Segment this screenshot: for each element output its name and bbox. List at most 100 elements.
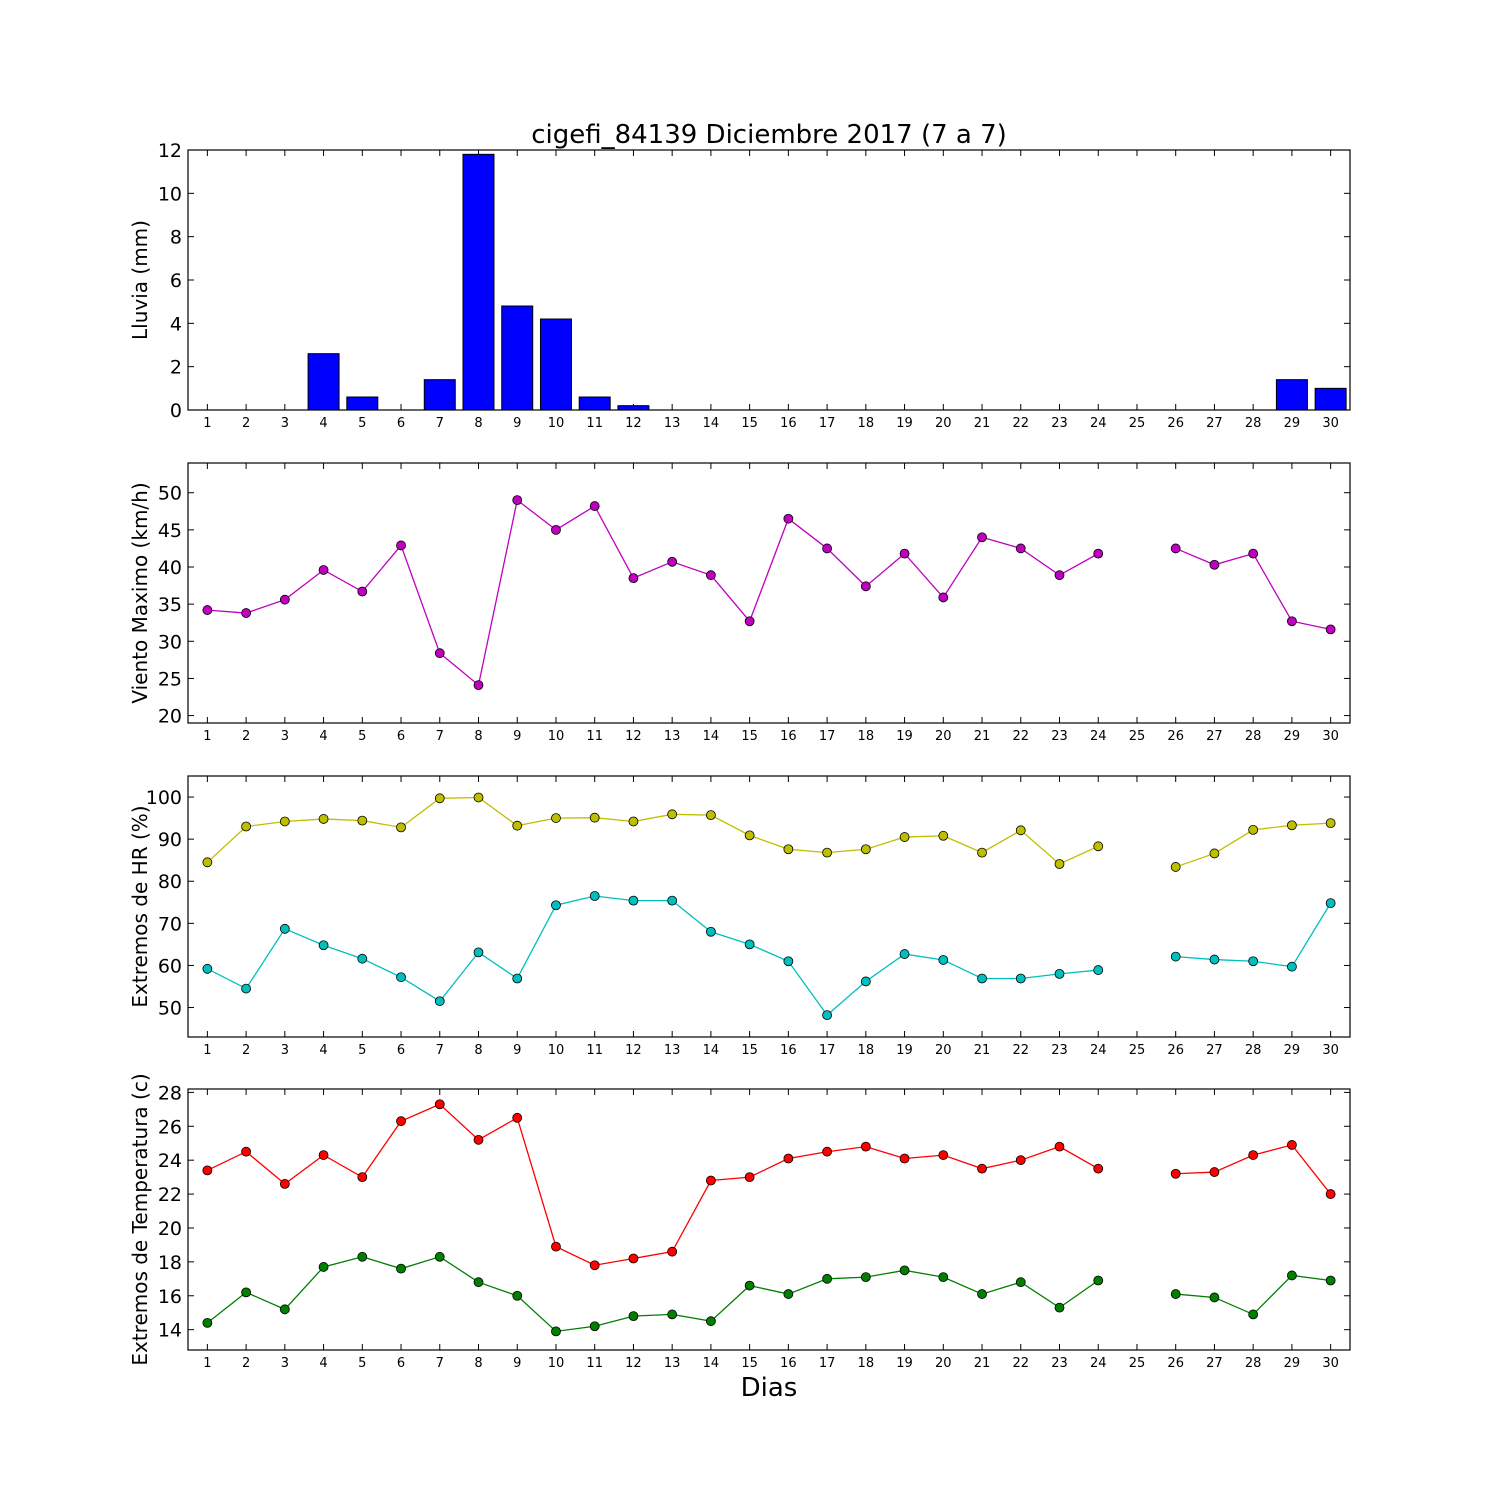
x-tick-label: 4 [319, 1356, 327, 1371]
x-tick-label: 13 [664, 1043, 681, 1058]
data-point [396, 822, 406, 833]
x-tick-label: 30 [1322, 1043, 1339, 1058]
x-tick-label: 13 [664, 1356, 681, 1371]
data-point [706, 926, 716, 937]
data-point [783, 1289, 794, 1299]
data-point [1015, 1277, 1026, 1288]
x-tick-label: 28 [1245, 1043, 1262, 1058]
series-line [206, 796, 1099, 865]
y-tick-label: 18 [158, 1252, 182, 1274]
x-tick-label: 30 [1322, 416, 1339, 431]
x-tick-label: 18 [858, 416, 875, 431]
data-point [860, 1141, 871, 1152]
data-point [512, 1290, 523, 1301]
data-point [279, 816, 290, 827]
data-point [357, 586, 368, 597]
data-point [202, 857, 213, 868]
data-point [1248, 1150, 1259, 1160]
data-point [551, 1326, 561, 1337]
data-point [589, 501, 600, 511]
data-point [899, 548, 910, 559]
series-line [207, 895, 1099, 1017]
data-point [744, 1280, 755, 1291]
data-point [396, 972, 406, 983]
data-point [1093, 1163, 1104, 1174]
data-point [1170, 1168, 1181, 1179]
x-tick-label: 28 [1245, 416, 1262, 431]
data-point [434, 996, 445, 1007]
data-point [434, 1251, 445, 1262]
data-point [977, 1163, 987, 1174]
x-tick-label: 25 [1129, 1356, 1146, 1371]
data-point [1287, 1270, 1297, 1281]
series-line [1175, 547, 1331, 631]
data-point [667, 895, 678, 906]
x-tick-label: 21 [974, 729, 991, 744]
x-tick-label: 2 [242, 729, 250, 744]
data-point [977, 973, 987, 984]
x-tick-label: 27 [1206, 729, 1223, 744]
y-tick-label: 4 [170, 313, 182, 335]
x-tick-label: 6 [397, 1043, 405, 1058]
data-point [318, 1150, 329, 1160]
x-tick-label: 8 [474, 729, 482, 744]
y-axis-label: Extremos de Temperatura (c) [128, 1073, 152, 1365]
y-axis-label: Lluvia (mm) [128, 220, 152, 340]
panels: 1 2 3 4 5 6 7 8 9 10 11 12 13 14 15 16 17 18 19 20 21 22 23 24 2… [128, 140, 1351, 1371]
x-tick-label: 16 [780, 416, 797, 431]
x-tick-label: 14 [703, 1356, 720, 1371]
data-point [1209, 559, 1220, 570]
data-point [279, 923, 290, 934]
data-point [551, 524, 561, 535]
x-tick-label: 23 [1051, 416, 1068, 431]
data-point [241, 608, 252, 618]
x-tick-label: 8 [474, 1043, 482, 1058]
data-point [860, 844, 871, 855]
data-point [1170, 1289, 1181, 1299]
x-tick-label: 19 [896, 416, 913, 431]
data-point [1325, 818, 1336, 829]
data-point [744, 616, 755, 627]
data-point [744, 1172, 755, 1183]
x-tick-label: 1 [203, 1043, 211, 1058]
data-point [899, 949, 910, 959]
data-point [860, 976, 871, 987]
data-point [1015, 825, 1026, 836]
data-point [744, 830, 755, 841]
y-tick-label: 8 [170, 227, 182, 249]
data-point [1209, 1167, 1220, 1177]
x-tick-label: 11 [586, 416, 603, 431]
data-point [551, 813, 561, 823]
figure-title: cigefi_84139 Diciembre 2017 (7 a 7) [531, 120, 1007, 150]
x-tick-label: 3 [281, 729, 289, 744]
bar [539, 318, 572, 411]
data-point [1248, 956, 1259, 967]
x-tick-label: 26 [1167, 729, 1184, 744]
data-point [628, 816, 639, 827]
y-tick-label: 6 [170, 270, 182, 292]
bar [578, 396, 611, 411]
data-point [977, 532, 987, 543]
data-point [1248, 548, 1259, 559]
axes-frame [187, 462, 1351, 724]
data-point [1287, 820, 1297, 831]
bar [462, 153, 495, 411]
data-point [473, 792, 484, 803]
data-point [628, 573, 639, 584]
data-point [1287, 961, 1297, 972]
data-point [1209, 1292, 1220, 1303]
x-tick-label: 18 [858, 1356, 875, 1371]
x-tick-label: 16 [780, 1356, 797, 1371]
data-point [938, 955, 949, 965]
x-tick-label: 14 [703, 1043, 720, 1058]
x-tick-label: 29 [1284, 416, 1301, 431]
data-point [357, 1251, 368, 1262]
x-tick-label: 2 [242, 1043, 250, 1058]
data-point [706, 810, 716, 821]
data-point [783, 1153, 794, 1164]
data-point [628, 895, 639, 906]
data-point [667, 556, 678, 567]
axes-frame [187, 149, 1351, 411]
x-tick-label: 13 [664, 416, 681, 431]
data-point [396, 540, 406, 551]
